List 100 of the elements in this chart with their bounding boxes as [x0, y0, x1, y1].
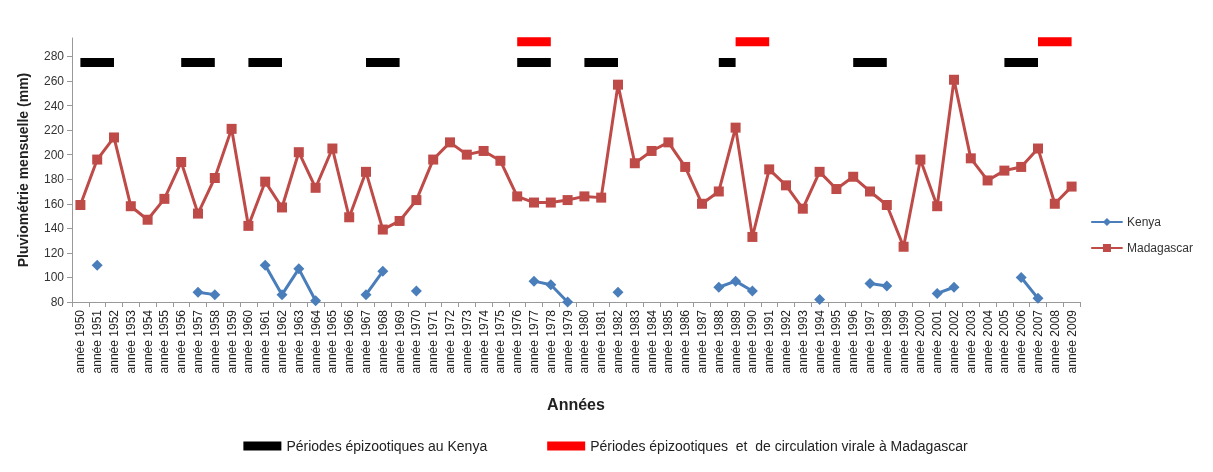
- point: [445, 137, 455, 148]
- y-tick-label: 160: [43, 196, 65, 211]
- point: [478, 145, 489, 156]
- point: [730, 122, 741, 133]
- point: [663, 137, 674, 148]
- x-tick-label: année 1969: [392, 309, 407, 374]
- y-tick-label: 260: [43, 73, 65, 88]
- x-tick-label: année 1983: [627, 309, 642, 374]
- point: [75, 200, 86, 210]
- x-tick-label: année 2009: [1064, 309, 1079, 374]
- point: [361, 166, 371, 177]
- x-tick-label: année 1979: [560, 309, 575, 374]
- point: [512, 191, 523, 202]
- point: [159, 193, 170, 204]
- point: [310, 182, 321, 193]
- x-tick-label: année 1978: [543, 309, 558, 374]
- x-tick-label: année 1956: [174, 309, 189, 374]
- point: [596, 192, 607, 203]
- point: [747, 231, 758, 242]
- x-tick-label: année 1968: [375, 309, 390, 374]
- x-tick-label: année 1987: [695, 309, 709, 374]
- x-tick-label: année 1974: [476, 309, 491, 374]
- x-tick-label: année 1959: [224, 309, 239, 374]
- y-tick-label: 240: [43, 98, 65, 113]
- point: [932, 201, 943, 212]
- x-tick-label: année 2003: [963, 309, 978, 374]
- point: [579, 191, 590, 202]
- legend-label: Périodes épizootiques et de circulation virale à Madagascar: [590, 438, 968, 454]
- legend-label: Madagascar: [1126, 241, 1194, 255]
- y-tick-label: 120: [43, 245, 65, 260]
- point: [410, 285, 422, 297]
- y-tick-label: 100: [43, 270, 65, 285]
- point: [1033, 143, 1043, 154]
- y-tick-label: 140: [43, 221, 65, 236]
- point: [831, 184, 842, 195]
- point: [243, 220, 254, 231]
- point: [713, 186, 724, 197]
- x-tick-label: année 1991: [762, 309, 777, 374]
- point: [898, 241, 909, 252]
- x-tick-label: année 1981: [594, 309, 609, 374]
- x-tick-label: année 1993: [795, 309, 810, 374]
- y-tick-label: 280: [43, 49, 65, 64]
- x-tick-label: année 1994: [812, 309, 827, 374]
- point: [982, 175, 993, 186]
- x-tick-label: année 1971: [426, 309, 441, 374]
- point: [193, 208, 203, 219]
- point: [276, 289, 288, 301]
- x-tick-label: année 1995: [829, 309, 844, 374]
- x-tick-label: année 1986: [678, 309, 693, 374]
- x-tick-label: année 1961: [258, 309, 273, 374]
- point: [746, 285, 758, 297]
- x-tick-label: année 1988: [711, 309, 726, 374]
- point: [1015, 271, 1027, 283]
- x-tick-label: année 1957: [191, 309, 205, 374]
- point: [209, 289, 221, 301]
- x-tick-label: année 1984: [644, 309, 659, 374]
- x-tick-label: année 1962: [275, 309, 289, 374]
- y-tick-label: 80: [50, 295, 65, 309]
- point: [629, 158, 640, 169]
- point: [360, 289, 372, 301]
- x-tick-label: année 1992: [779, 309, 793, 374]
- y-tick-label: 220: [43, 123, 65, 138]
- point: [260, 176, 271, 187]
- point: [293, 147, 304, 158]
- point: [848, 171, 859, 182]
- point: [814, 294, 826, 306]
- x-tick-label: année 2007: [1031, 309, 1045, 374]
- point: [545, 197, 556, 208]
- x-tick-label: année 2006: [1014, 309, 1029, 374]
- point: [797, 203, 808, 214]
- x-tick-label: année 2005: [997, 309, 1012, 374]
- x-tick-label: année 1998: [879, 309, 894, 374]
- point: [1032, 292, 1044, 304]
- y-axis-title: Pluviométrie mensuelle (mm): [15, 72, 31, 268]
- x-tick-label: année 1972: [443, 309, 457, 374]
- point: [310, 295, 322, 307]
- point: [92, 154, 103, 165]
- x-tick-label: année 1989: [728, 309, 743, 374]
- x-tick-label: année 1965: [325, 309, 340, 374]
- point: [277, 202, 287, 213]
- point: [529, 197, 539, 208]
- x-tick-label: année 1953: [123, 309, 138, 374]
- x-tick-label: année 1976: [510, 309, 525, 374]
- x-tick-label: année 1970: [409, 309, 424, 374]
- x-tick-label: année 1982: [611, 309, 625, 374]
- legend-label: Kenya: [1126, 215, 1162, 229]
- point: [764, 164, 775, 175]
- point: [915, 154, 926, 165]
- point: [613, 79, 623, 90]
- point: [109, 132, 119, 143]
- point: [1066, 181, 1077, 192]
- point: [612, 286, 624, 298]
- point: [814, 166, 825, 177]
- x-tick-label: année 1954: [140, 309, 155, 374]
- y-tick-label: 180: [43, 172, 65, 187]
- point: [562, 195, 573, 206]
- point: [1049, 198, 1060, 209]
- x-tick-label: année 1967: [359, 309, 373, 374]
- x-tick-label: année 1997: [863, 309, 877, 374]
- point: [528, 275, 540, 287]
